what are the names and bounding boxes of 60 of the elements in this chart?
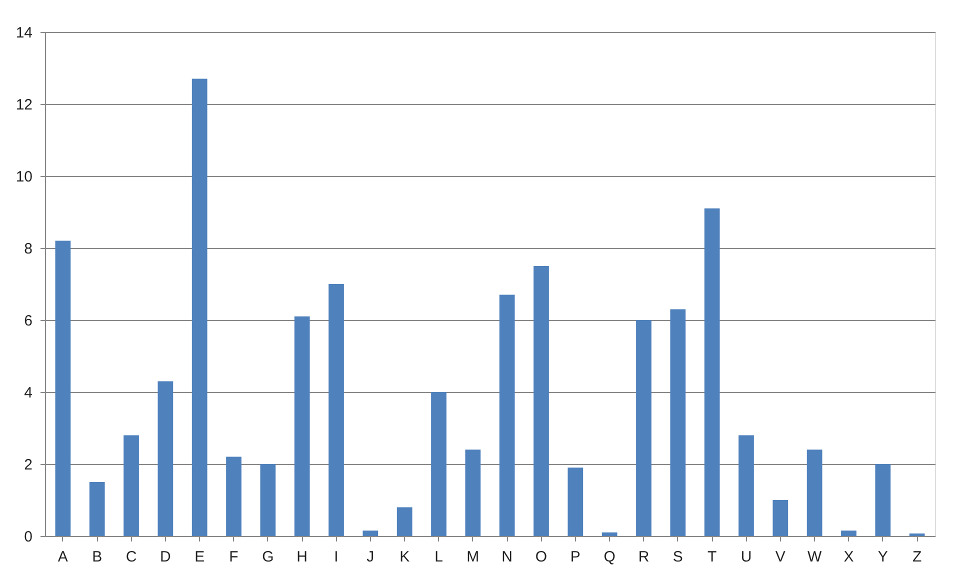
y-tick-label: 12 (16, 96, 32, 114)
x-tick-label: J (366, 548, 374, 566)
x-tick-label: L (434, 548, 443, 566)
bar (534, 266, 549, 536)
bar (704, 208, 720, 536)
x-tick-label: C (126, 548, 137, 566)
x-tick-label: G (262, 548, 274, 566)
y-tick-label: 2 (24, 456, 32, 474)
x-tick-label: M (466, 548, 480, 566)
x-tick-label: U (740, 548, 752, 566)
x-tick-label: Z (912, 548, 922, 566)
bar (636, 320, 652, 536)
bar (602, 532, 618, 536)
y-tick-label: 0 (24, 528, 32, 546)
x-tick-label: Y (878, 548, 888, 566)
bar (738, 435, 754, 536)
x-tick-label: Q (604, 548, 616, 566)
bar (89, 482, 105, 536)
x-tick-label: I (334, 548, 338, 566)
x-tick-label: W (807, 548, 822, 566)
bar (806, 450, 822, 536)
bar (328, 284, 344, 536)
x-tick-label: N (502, 548, 513, 566)
bar (499, 294, 515, 536)
x-tick-label: A (58, 548, 68, 566)
bar (431, 392, 446, 536)
x-tick-label: D (160, 548, 172, 566)
bar (192, 78, 208, 536)
x-tick-label: T (707, 548, 717, 566)
bar (772, 500, 788, 536)
bar (465, 450, 481, 536)
bar (362, 530, 378, 536)
y-tick-label: 14 (16, 24, 32, 42)
bar (294, 316, 310, 536)
y-tick-label: 8 (24, 240, 32, 258)
x-tick-label: V (775, 548, 786, 566)
bar (909, 533, 925, 536)
bar (875, 464, 891, 536)
x-tick-label: P (570, 548, 580, 566)
x-tick-label: S (672, 548, 683, 566)
bar (124, 435, 139, 536)
x-tick-label: E (194, 548, 205, 566)
bar (226, 456, 242, 536)
bar (841, 530, 856, 536)
bar (55, 240, 71, 536)
x-tick-label: R (638, 548, 650, 566)
x-tick-label: O (535, 548, 548, 566)
bar (260, 464, 276, 536)
bar (158, 381, 174, 536)
y-tick-label: 10 (16, 168, 32, 186)
y-tick-label: 6 (24, 312, 32, 330)
x-tick-label: K (400, 548, 410, 566)
bar (396, 507, 412, 536)
y-tick-label: 4 (24, 384, 32, 402)
x-tick-label: X (844, 548, 854, 566)
x-tick-label: H (296, 548, 308, 566)
x-tick-label: B (92, 548, 102, 566)
bar (670, 309, 686, 536)
x-tick-label: F (229, 548, 238, 566)
bar (568, 468, 584, 536)
